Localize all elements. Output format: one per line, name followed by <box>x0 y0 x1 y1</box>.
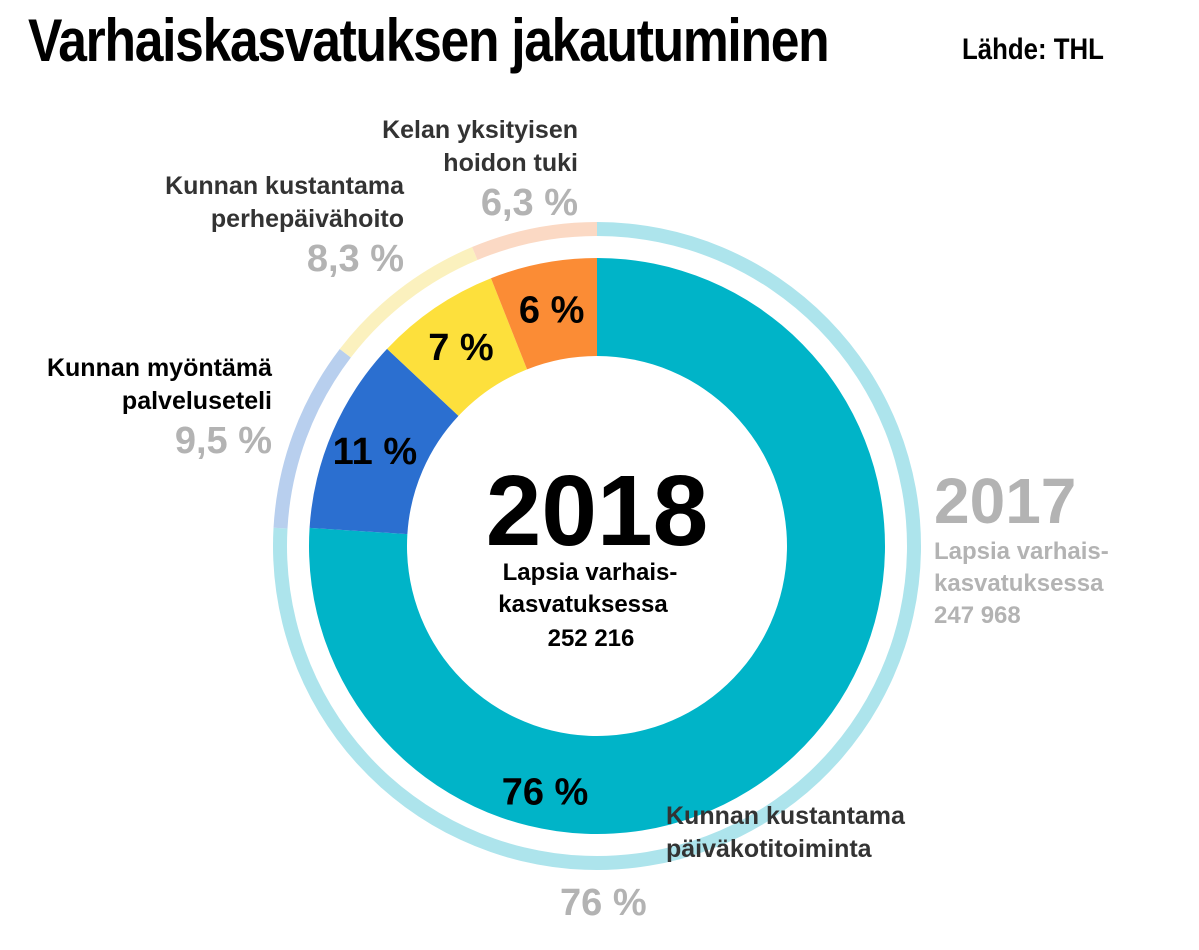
label-paivakoti-pct: 76 % <box>560 882 647 924</box>
label-seteli-line1: Kunnan myöntämä <box>46 354 272 382</box>
label-kela-line2: hoidon tuki <box>443 149 578 177</box>
inner-2018-slice-seteli <box>309 348 459 535</box>
label-paivakoti-line1: Kunnan kustantama <box>666 802 905 830</box>
side-text-line2: kasvatuksessa <box>934 570 1104 597</box>
center-text-line1: Lapsia varhais- <box>503 559 678 586</box>
label-paivakoti-line2: päiväkotitoiminta <box>666 835 872 863</box>
label-paivakoti-pct-2017: 76 % <box>560 880 647 926</box>
outer-2017-slice-kela <box>472 222 597 260</box>
center-year: 2018 <box>486 455 708 567</box>
center-total: 252 216 <box>548 625 635 652</box>
label-seteli-pct: 9,5 % <box>174 420 272 462</box>
label-kela-pct: 6,3 % <box>480 182 578 224</box>
inner-2018-slice-kela <box>490 258 597 370</box>
outer-ring-2017 <box>272 222 921 870</box>
label-kela-line1: Kelan yksityisen <box>382 116 578 144</box>
side-2017-block: 2017 Lapsia varhais- kasvatuksessa 247 9… <box>934 466 1109 632</box>
chart-source: Lähde: THL <box>962 33 1104 66</box>
outer-2017-slice-perhe <box>339 247 478 358</box>
inner-2018-slice-paivakoti <box>309 258 885 834</box>
inner-value-labels: 76 % 11 % 7 % 6 % <box>333 289 589 813</box>
label-perhe-line1: Kunnan kustantama <box>165 172 404 200</box>
center-text-line2: kasvatuksessa <box>498 591 668 618</box>
inner-value-label-perhe: 7 % <box>428 327 493 369</box>
label-perhe-line2: perhepäivähoito <box>210 205 404 233</box>
outer-2017-slice-seteli <box>273 349 351 529</box>
chart-title: Varhaiskasvatuksen jakautuminen <box>28 7 830 74</box>
label-paivakoti: Kunnan kustantama päiväkotitoiminta <box>666 800 905 866</box>
inner-value-label-paivakoti: 76 % <box>502 772 589 814</box>
inner-value-label-kela: 6 % <box>519 289 584 331</box>
inner-value-label-seteli: 11 % <box>333 431 418 473</box>
label-kela: Kelan yksityisen hoidon tuki 6,3 % <box>330 114 578 226</box>
side-text-line1: Lapsia varhais- <box>934 538 1109 565</box>
side-year-2017: 2017 <box>934 465 1077 537</box>
label-perhe-pct: 8,3 % <box>306 238 404 280</box>
inner-ring-2018 <box>309 258 885 834</box>
inner-2018-slice-perhe <box>387 278 528 416</box>
label-seteli: Kunnan myöntämä palveluseteli 9,5 % <box>30 352 272 464</box>
side-total: 247 968 <box>934 602 1021 629</box>
label-perhe: Kunnan kustantama perhepäivähoito 8,3 % <box>150 170 404 282</box>
label-seteli-line2: palveluseteli <box>121 387 272 415</box>
